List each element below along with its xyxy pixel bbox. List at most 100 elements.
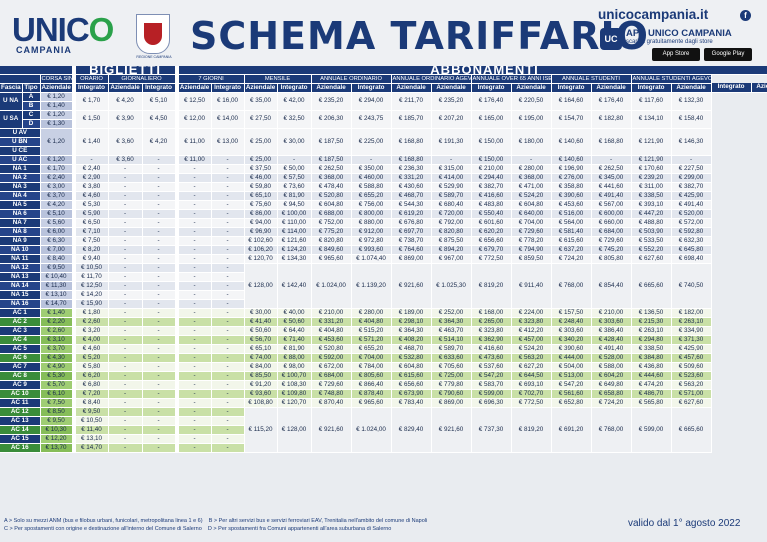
price-cell: € 8,20 bbox=[75, 245, 109, 255]
price-cell: € 224,00 bbox=[511, 308, 552, 318]
price-cell: € 5,90 bbox=[75, 209, 109, 219]
price-cell: € 71,40 bbox=[277, 335, 312, 345]
fascia-cell: NA 10 bbox=[0, 245, 41, 255]
price-cell: € 140,60 bbox=[551, 155, 592, 165]
aziendale-cell: € 1,20 bbox=[40, 110, 73, 120]
separator bbox=[72, 362, 76, 372]
price-cell: € 632,30 bbox=[671, 236, 712, 246]
price-cell: € 550,40 bbox=[471, 209, 512, 219]
separator bbox=[72, 344, 76, 354]
price-cell: € 3,60 bbox=[108, 155, 143, 165]
price-cell: € 565,80 bbox=[631, 398, 672, 408]
separator bbox=[72, 83, 76, 93]
separator bbox=[175, 83, 179, 93]
facebook-icon[interactable]: f bbox=[740, 10, 751, 21]
separator bbox=[175, 182, 179, 192]
price-cell: € 364,30 bbox=[391, 326, 432, 336]
price-cell: € 1,50 bbox=[75, 110, 109, 129]
price-cell: € 416,60 bbox=[471, 191, 512, 201]
price-cell: € 11,70 bbox=[75, 272, 109, 282]
separator bbox=[175, 191, 179, 201]
price-cell: € 84,00 bbox=[244, 362, 278, 372]
price-cell: € 93,60 bbox=[244, 389, 278, 399]
price-cell: € 168,80 bbox=[591, 128, 632, 156]
fascia-cell: AC 7 bbox=[0, 362, 41, 372]
price-cell: € 100,00 bbox=[277, 209, 312, 219]
price-cell: € 503,90 bbox=[631, 227, 672, 237]
integrato-header: Integrato bbox=[142, 83, 176, 93]
price-cell: € 567,00 bbox=[591, 200, 632, 210]
price-cell: € 299,00 bbox=[671, 173, 712, 183]
separator bbox=[72, 434, 76, 444]
separator bbox=[72, 290, 76, 300]
price-cell: € 262,50 bbox=[311, 164, 352, 174]
table-row: NA 3 € 3,00 € 3,80- - - - € 59,80 € 73,60 € 478,… bbox=[0, 182, 767, 192]
price-cell: - bbox=[178, 308, 212, 318]
separator bbox=[72, 236, 76, 246]
fascia-cell: AC 5 bbox=[0, 344, 41, 354]
fascia-cell: U AC bbox=[0, 155, 41, 165]
aziendale-cell: € 3,70 bbox=[40, 344, 73, 354]
google-play-button[interactable]: Google Play bbox=[704, 48, 752, 61]
price-cell: € 5,30 bbox=[75, 200, 109, 210]
price-cell: € 520,80 bbox=[311, 344, 352, 354]
separator bbox=[175, 263, 179, 273]
price-cell-merged: € 819,20 bbox=[511, 407, 552, 453]
price-cell: € 88,00 bbox=[277, 353, 312, 363]
price-cell: € 390,60 bbox=[551, 191, 592, 201]
fascia-cell: NA 2 bbox=[0, 173, 41, 183]
price-cell: € 725,00 bbox=[431, 371, 472, 381]
price-cell: - bbox=[142, 416, 176, 426]
separator bbox=[175, 66, 179, 75]
table-row: D € 1,30 bbox=[0, 119, 767, 129]
price-cell: € 752,00 bbox=[311, 218, 352, 228]
price-cell: - bbox=[211, 182, 245, 192]
price-cell: € 340,20 bbox=[551, 335, 592, 345]
region-crest-icon bbox=[136, 14, 170, 54]
price-cell: € 473,60 bbox=[471, 353, 512, 363]
price-cell: - bbox=[108, 236, 143, 246]
fascia-cell: AC 9 bbox=[0, 380, 41, 390]
separator bbox=[175, 299, 179, 309]
price-cell: - bbox=[142, 317, 176, 327]
price-cell: - bbox=[211, 416, 245, 426]
separator bbox=[72, 299, 76, 309]
price-cell: € 488,80 bbox=[631, 218, 672, 228]
aziendale-header: Aziendale bbox=[391, 83, 432, 93]
fascia-cell: NA 12 bbox=[0, 263, 41, 273]
price-cell: € 136,50 bbox=[631, 308, 672, 318]
table-row: AC 4 € 3,10 € 4,00- - - - € 56,70 € 71,40 € 453,… bbox=[0, 335, 767, 345]
price-cell: € 564,00 bbox=[551, 218, 592, 228]
price-cell: € 57,50 bbox=[277, 173, 312, 183]
price-cell: € 658,80 bbox=[591, 389, 632, 399]
price-cell-merged: € 740,50 bbox=[671, 263, 712, 309]
price-cell: - bbox=[108, 407, 143, 417]
price-cell: € 491,40 bbox=[671, 200, 712, 210]
separator bbox=[175, 443, 179, 453]
price-cell: € 599,00 bbox=[471, 389, 512, 399]
price-cell: € 592,00 bbox=[311, 353, 352, 363]
price-cell: € 463,70 bbox=[431, 326, 472, 336]
table-row: NA 12 € 9,50 € 10,50- - - - € 128,00 € 142,40 € … bbox=[0, 263, 767, 309]
price-cell-merged: € 128,00 bbox=[244, 263, 278, 309]
price-cell: € 165,00 bbox=[471, 110, 512, 129]
price-cell: - bbox=[211, 371, 245, 381]
price-cell: - bbox=[142, 164, 176, 174]
site-link[interactable]: unicocampania.it bbox=[598, 7, 709, 22]
price-cell: - bbox=[108, 425, 143, 435]
price-cell: € 615,60 bbox=[551, 236, 592, 246]
price-cell: - bbox=[108, 272, 143, 282]
price-cell: € 42,00 bbox=[277, 92, 312, 111]
table-row: AC 5 € 3,70 € 4,60- - - - € 65,10 € 81,90 € 520,… bbox=[0, 344, 767, 354]
price-cell: € 210,00 bbox=[471, 164, 512, 174]
unico-logo: UNICO bbox=[12, 11, 114, 48]
price-cell: € 468,70 bbox=[391, 344, 432, 354]
app-store-button[interactable]: App Store bbox=[652, 48, 700, 61]
price-cell: - bbox=[671, 155, 712, 165]
app-title: APP UNICO CAMPANIA bbox=[626, 28, 732, 39]
app-icon[interactable]: UC bbox=[600, 28, 622, 50]
price-cell: € 220,50 bbox=[511, 92, 552, 111]
price-cell: € 243,75 bbox=[351, 110, 392, 129]
validity-date: valido dal 1° agosto 2022 bbox=[628, 518, 741, 529]
price-cell: € 729,60 bbox=[311, 380, 352, 390]
